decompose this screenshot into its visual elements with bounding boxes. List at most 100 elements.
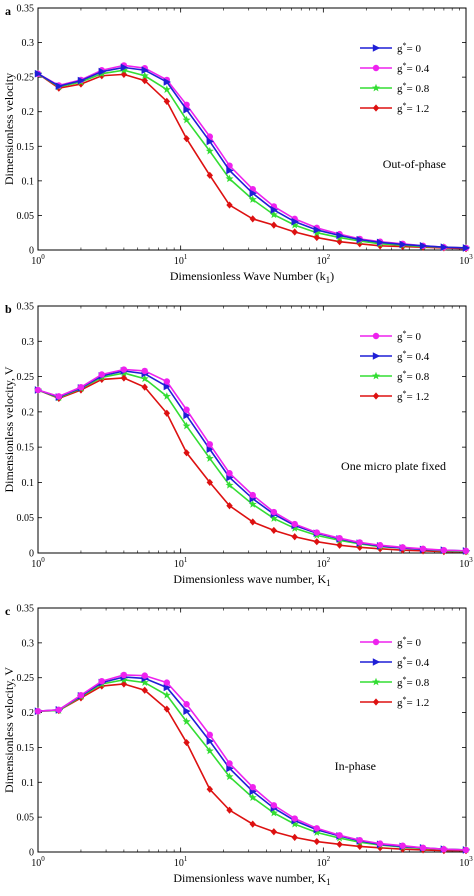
x-tick-label: 103 [459, 855, 473, 869]
series [34, 63, 471, 252]
data-point [162, 690, 171, 699]
y-axis-label: Dimensionless velocity, V [2, 366, 16, 492]
data-point [269, 210, 278, 219]
series [34, 366, 470, 555]
plot-frame [37, 7, 467, 251]
legend-symbol: g [397, 391, 403, 403]
legend-value: = 0.4 [407, 351, 430, 363]
legend-marker [372, 332, 380, 340]
x-tick-base: 10 [174, 559, 184, 570]
data-point [226, 806, 233, 814]
x-axis-label: Dimensionless Wave Number (k1) [170, 269, 334, 285]
y-tick-label: 0.25 [17, 372, 35, 383]
data-point [313, 226, 322, 234]
x-axis-label-subscript: 1 [326, 877, 331, 887]
data-point [183, 406, 190, 413]
x-tick-base: 10 [459, 256, 469, 267]
data-point [336, 840, 343, 848]
y-tick-label: 0 [29, 549, 34, 560]
data-point [291, 217, 299, 226]
legend-entry: g*= 0 [397, 41, 421, 55]
data-point [120, 671, 128, 679]
legend-entry: g*= 0.8 [397, 675, 430, 689]
y-tick-label: 0 [29, 246, 34, 257]
data-point [376, 238, 385, 247]
legend-symbol: g [397, 677, 403, 689]
y-tick-label: 0.3 [22, 337, 35, 348]
data-point [291, 520, 298, 528]
data-point [182, 115, 191, 124]
legend-entry: g*= 1.2 [397, 389, 429, 403]
x-tick-label: 101 [174, 556, 188, 570]
data-point [249, 189, 257, 198]
legend-marker [372, 638, 380, 646]
data-point [141, 686, 148, 694]
y-tick-label: 0.1 [22, 176, 35, 187]
data-point [206, 478, 213, 487]
legend: g*= 0g*= 0.4g*= 0.8g*= 1.2 [360, 635, 430, 709]
legend-value: = 1.2 [407, 391, 430, 403]
y-tick-label: 0.15 [17, 743, 35, 754]
x-tick-base: 10 [31, 559, 41, 570]
x-tick-label: 100 [31, 556, 45, 570]
data-point [376, 840, 384, 847]
data-point [98, 678, 105, 685]
legend-symbol: g [397, 331, 403, 343]
x-tick-label: 100 [31, 253, 45, 267]
data-point [399, 240, 407, 249]
legend-symbol: g [397, 43, 403, 55]
legend: g*= 0g*= 0.4g*= 0.8g*= 1.2 [360, 329, 430, 403]
x-tick-base: 10 [174, 256, 184, 267]
x-tick-base: 10 [459, 559, 469, 570]
data-point [140, 678, 149, 686]
data-point [336, 541, 343, 549]
legend-sup: * [403, 635, 407, 644]
data-point [141, 367, 148, 375]
data-point [183, 738, 190, 747]
x-tick-label: 101 [174, 855, 188, 869]
data-point [77, 76, 86, 85]
y-tick-label: 0.05 [17, 813, 35, 824]
data-point [163, 409, 171, 417]
legend-value: = 0 [407, 331, 422, 343]
data-point [163, 78, 172, 86]
legend-value: = 1.2 [407, 103, 430, 115]
data-point [120, 680, 128, 688]
y-tick-label: 0.2 [22, 107, 35, 118]
x-tick-exponent: 1 [184, 556, 188, 564]
data-point [269, 514, 278, 522]
data-point [226, 760, 233, 767]
data-point [77, 691, 85, 699]
legend-entry: g*= 0.4 [397, 349, 430, 363]
panel-annotation: Out-of-phase [383, 157, 446, 171]
legend-symbol: g [397, 63, 403, 75]
x-tick-label: 100 [31, 855, 45, 869]
data-point [290, 819, 299, 828]
data-point [376, 542, 384, 549]
data-point [356, 543, 363, 551]
legend-sup: * [403, 101, 407, 110]
data-point [141, 77, 148, 85]
data-point [249, 820, 256, 828]
plot-frame [37, 305, 467, 554]
x-tick-label: 101 [174, 253, 188, 267]
legend-marker [372, 658, 381, 666]
data-point [205, 746, 214, 755]
x-axis-label-subscript: 1 [326, 275, 331, 285]
data-point [183, 135, 190, 143]
legend-entry: g*= 0 [397, 329, 421, 343]
legend-sup: * [403, 349, 407, 358]
data-point [336, 534, 343, 542]
panel-label: b [5, 302, 12, 316]
legend-marker [372, 83, 380, 92]
x-tick-exponent: 2 [327, 556, 331, 564]
data-point [356, 235, 364, 244]
data-point [270, 526, 278, 535]
y-axis-label: Dimensionless velocity, V [2, 667, 16, 793]
y-tick-label: 0.3 [22, 38, 35, 49]
legend-entry: g*= 0.4 [397, 61, 430, 75]
data-point [141, 383, 148, 391]
